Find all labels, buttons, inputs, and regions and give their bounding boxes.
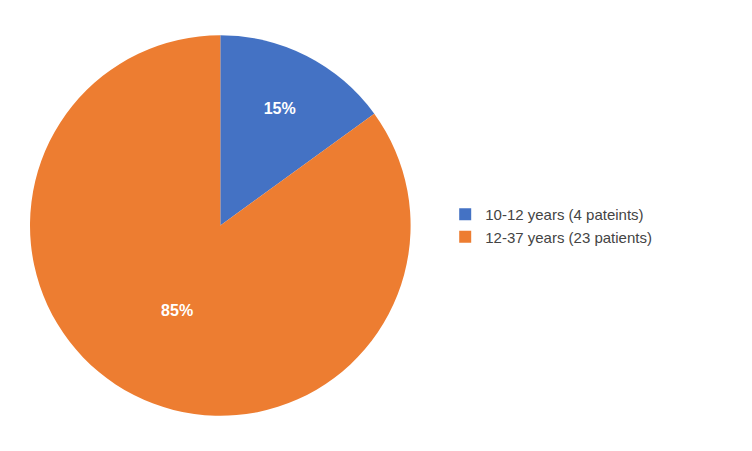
svg-text:85%: 85% bbox=[161, 302, 193, 319]
svg-text:12-37 years (23 patients): 12-37 years (23 patients) bbox=[485, 229, 652, 246]
svg-text:10-12 years (4 pateints): 10-12 years (4 pateints) bbox=[485, 206, 643, 223]
svg-text:15%: 15% bbox=[264, 100, 296, 117]
